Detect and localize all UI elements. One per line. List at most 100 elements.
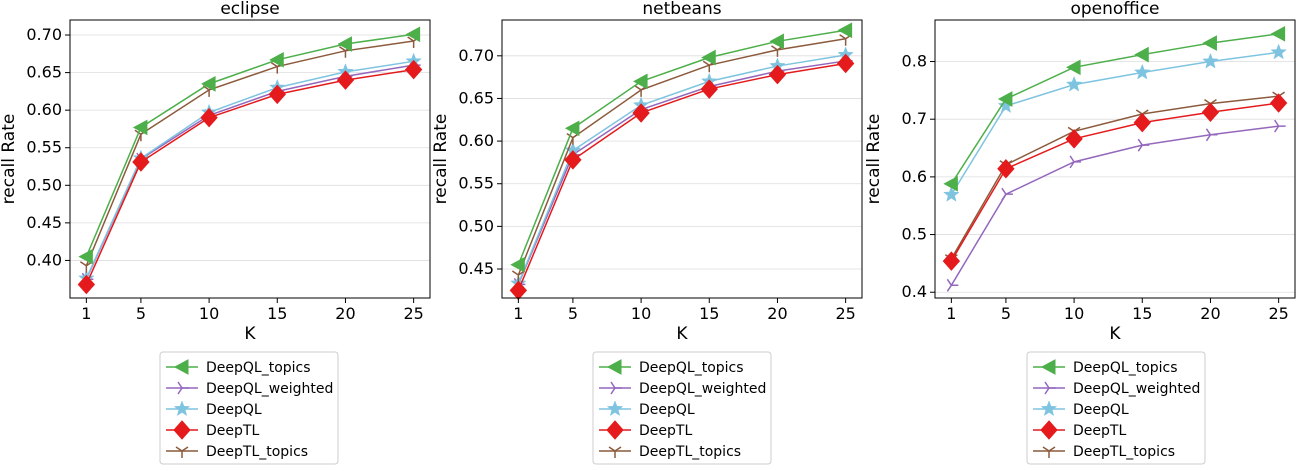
series-line-deepql bbox=[517, 54, 846, 284]
data-point-deeptl bbox=[632, 103, 650, 123]
legend-marker-deepql-weighted bbox=[177, 381, 189, 395]
data-point-deepql-topics bbox=[201, 76, 216, 92]
legend-marker-deeptl-topics bbox=[1042, 446, 1056, 458]
data-point-deepql-weighted bbox=[946, 278, 959, 292]
data-point-deepql-topics bbox=[510, 256, 525, 273]
data-point-deeptl bbox=[700, 79, 718, 99]
data-point-deepql-topics bbox=[405, 26, 421, 43]
x-axis-label: K bbox=[676, 324, 688, 344]
y-tick-label: 0.8 bbox=[902, 52, 927, 71]
legend-item-deepql: DeepQL bbox=[599, 400, 695, 418]
data-point-deepql bbox=[943, 186, 960, 202]
legend-item-deeptl-topics: DeepTL_topics bbox=[166, 444, 308, 460]
legend-label: DeepQL_weighted bbox=[206, 381, 333, 397]
x-tick-label: 1 bbox=[513, 304, 523, 323]
x-tick-label: 5 bbox=[1001, 304, 1011, 323]
data-point-deeptl bbox=[77, 274, 96, 295]
series-line-deeptl-topics bbox=[85, 40, 414, 266]
series-line-deeptl bbox=[950, 102, 1279, 262]
legend-label: DeepQL_topics bbox=[1073, 360, 1178, 376]
chart-title: eclipse bbox=[220, 0, 279, 19]
legend-marker-deepql bbox=[606, 400, 624, 417]
series-line-deepql-weighted bbox=[517, 60, 846, 285]
y-tick-label: 0.60 bbox=[458, 131, 494, 150]
series-line-deepql-topics bbox=[85, 33, 414, 257]
y-axis-label: recall Rate bbox=[431, 114, 451, 205]
legend-item-deeptl: DeepTL bbox=[1033, 420, 1126, 440]
data-point-deeptl bbox=[132, 152, 150, 172]
legend-item-deeptl: DeepTL bbox=[599, 420, 692, 440]
series-line-deeptl-topics bbox=[950, 95, 1279, 260]
legend-label: DeepTL_topics bbox=[1073, 444, 1175, 460]
data-point-deeptl bbox=[336, 70, 355, 90]
legend-item-deepql: DeepQL bbox=[1033, 400, 1129, 418]
legend-item-deepql-weighted: DeepQL_weighted bbox=[599, 381, 766, 397]
y-axis-label: recall Rate bbox=[0, 114, 19, 205]
legend-label: DeepTL bbox=[206, 423, 259, 439]
legend-label: DeepTL_topics bbox=[639, 444, 741, 460]
y-tick-label: 0.40 bbox=[26, 250, 62, 269]
data-point-deepql-topics bbox=[943, 175, 958, 192]
data-point-deepql-weighted bbox=[1274, 119, 1286, 133]
data-point-deeptl bbox=[564, 150, 582, 170]
data-point-deeptl bbox=[1201, 102, 1220, 123]
data-point-deepql-topics bbox=[337, 36, 352, 52]
legend-marker-deepql bbox=[1040, 400, 1058, 417]
plot-frame bbox=[934, 19, 1296, 299]
x-axis-label: K bbox=[244, 324, 256, 344]
legend-label: DeepQL bbox=[206, 402, 262, 418]
data-point-deepql-topics bbox=[1134, 46, 1149, 63]
legend-marker-deeptl bbox=[1040, 420, 1058, 440]
data-point-deepql-topics bbox=[837, 22, 853, 39]
x-tick-label: 20 bbox=[767, 304, 787, 323]
data-point-deepql bbox=[1065, 75, 1083, 92]
y-tick-label: 0.5 bbox=[902, 225, 927, 244]
x-tick-label: 25 bbox=[403, 304, 423, 323]
legend: DeepQL_topics DeepQL_weighted DeepQL DeepTL… bbox=[159, 351, 339, 465]
legend-item-deepql: DeepQL bbox=[166, 400, 262, 418]
chart-panel-eclipse: 0.400.450.500.550.600.650.701 5 10 15 20 25ec… bbox=[0, 0, 431, 465]
y-tick-label: 0.50 bbox=[458, 216, 494, 235]
chart-title: netbeans bbox=[642, 0, 721, 19]
x-tick-label: 20 bbox=[335, 304, 355, 323]
x-tick-label: 10 bbox=[631, 304, 651, 323]
data-point-deeptl bbox=[1133, 112, 1151, 133]
legend-label: DeepQL_topics bbox=[639, 360, 744, 376]
y-tick-label: 0.65 bbox=[458, 88, 494, 107]
legend-item-deepql-topics: DeepQL_topics bbox=[1033, 359, 1178, 376]
y-tick-label: 0.70 bbox=[458, 46, 494, 65]
legend-label: DeepQL_weighted bbox=[639, 381, 766, 397]
chart-title: openoffice bbox=[1070, 0, 1159, 19]
legend-label: DeepQL bbox=[1073, 402, 1129, 418]
chart-panel-netbeans: 0.450.500.550.600.650.701 5 10 15 20 25netbea… bbox=[431, 0, 863, 465]
data-point-deeptl bbox=[836, 53, 855, 74]
legend-item-deepql-weighted: DeepQL_weighted bbox=[166, 381, 333, 397]
data-point-deeptl bbox=[1065, 129, 1083, 149]
y-tick-label: 0.6 bbox=[902, 167, 927, 186]
legend-label: DeepTL bbox=[1073, 423, 1126, 439]
legend-marker-deeptl-topics bbox=[608, 446, 622, 458]
series-line-deepql-topics bbox=[517, 29, 846, 266]
x-tick-label: 20 bbox=[1200, 304, 1220, 323]
data-point-deeptl bbox=[268, 84, 286, 105]
series-line-deepql-topics bbox=[950, 33, 1279, 185]
legend-item-deeptl: DeepTL bbox=[166, 420, 259, 440]
data-point-deeptl bbox=[997, 159, 1015, 179]
series-line-deeptl bbox=[517, 62, 846, 291]
y-tick-label: 0.4 bbox=[902, 282, 927, 301]
x-tick-label: 1 bbox=[946, 304, 956, 323]
x-axis-label: K bbox=[1109, 324, 1121, 344]
data-point-deepql-topics bbox=[997, 91, 1013, 107]
data-point-deepql-topics bbox=[1066, 59, 1081, 76]
legend-marker-deepql-topics bbox=[606, 359, 622, 375]
y-tick-label: 0.7 bbox=[902, 109, 927, 128]
data-point-deepql bbox=[1270, 43, 1287, 60]
plot-frame bbox=[69, 19, 431, 299]
data-point-deepql-topics bbox=[1270, 26, 1286, 42]
data-point-deepql-weighted bbox=[1069, 155, 1082, 169]
legend-label: DeepTL_topics bbox=[206, 444, 308, 460]
x-tick-label: 25 bbox=[835, 304, 855, 323]
chart-panel-openoffice: 0.40.50.60.70.81 5 10 15 20 25openofficeKreca… bbox=[864, 0, 1296, 465]
series-line-deeptl-topics bbox=[517, 38, 846, 276]
legend-marker-deepql-weighted bbox=[610, 381, 622, 395]
